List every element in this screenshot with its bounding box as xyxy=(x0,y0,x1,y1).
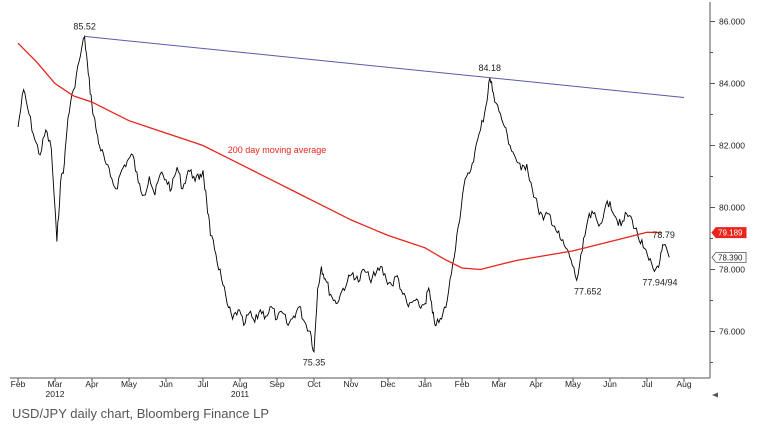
x-tick-label: Sep xyxy=(269,379,284,389)
chart-svg: 86.000 84.000 82.000 80.000 78.000 76.000 Feb M… xyxy=(10,2,747,399)
moving-average-line xyxy=(17,42,662,271)
price-annotation: 77.652 xyxy=(574,286,602,296)
x-tick-label: Aug xyxy=(232,379,247,389)
x-tick-label: Aug xyxy=(676,379,691,389)
last-price-tag xyxy=(711,252,747,263)
y-tick-label: 76.000 xyxy=(719,327,745,337)
x-tick-label: Apr xyxy=(529,379,542,389)
x-tick-label: Oct xyxy=(307,379,321,389)
x-tick-label: Jan xyxy=(418,379,432,389)
x-tick-label: Mar xyxy=(48,379,63,389)
x-year-label: 2011 xyxy=(231,389,250,399)
ma-label: 200 day moving average xyxy=(228,145,327,155)
x-tick-label: Dec xyxy=(380,379,396,389)
chart-caption: USD/JPY daily chart, Bloomberg Finance L… xyxy=(12,406,269,421)
x-tick-label: May xyxy=(565,379,582,389)
x-tick-label: Apr xyxy=(85,379,98,389)
y-tick-label: 80.000 xyxy=(719,203,745,213)
x-tick-label: Feb xyxy=(455,379,470,389)
ma-price-tag xyxy=(711,227,747,239)
x-tick-label: Nov xyxy=(343,379,359,389)
y-tick-label: 82.000 xyxy=(719,141,745,151)
x-tick-label: Mar xyxy=(492,379,507,389)
chart: 86.000 84.000 82.000 80.000 78.000 76.000 Feb M… xyxy=(10,2,747,399)
x-tick-label: May xyxy=(121,379,138,389)
x-tick-label: Jun xyxy=(603,379,617,389)
x-tick-label: Jun xyxy=(159,379,173,389)
x-tick-label: Feb xyxy=(11,379,26,389)
price-annotation: 78.79 xyxy=(652,230,675,240)
last-price-tag-label: 78.390 xyxy=(718,253,743,262)
y-tick-label: 86.000 xyxy=(719,17,745,27)
trendline xyxy=(84,35,685,98)
price-annotation: 75.35 xyxy=(303,358,326,368)
price-annotation: 84.18 xyxy=(478,63,501,73)
x-year-label: 2012 xyxy=(46,389,65,399)
price-annotation: 77.94/94 xyxy=(642,277,677,287)
y-tick-label: 78.000 xyxy=(719,265,745,275)
x-tick-label: Jul xyxy=(198,379,209,389)
ma-price-tag-label: 79.189 xyxy=(718,229,743,238)
x-tick-label: Jul xyxy=(642,379,653,389)
price-line xyxy=(17,34,670,353)
price-annotation: 85.52 xyxy=(73,21,96,31)
x-axis-arrow-icon xyxy=(712,392,718,398)
y-tick-label: 84.000 xyxy=(719,79,745,89)
